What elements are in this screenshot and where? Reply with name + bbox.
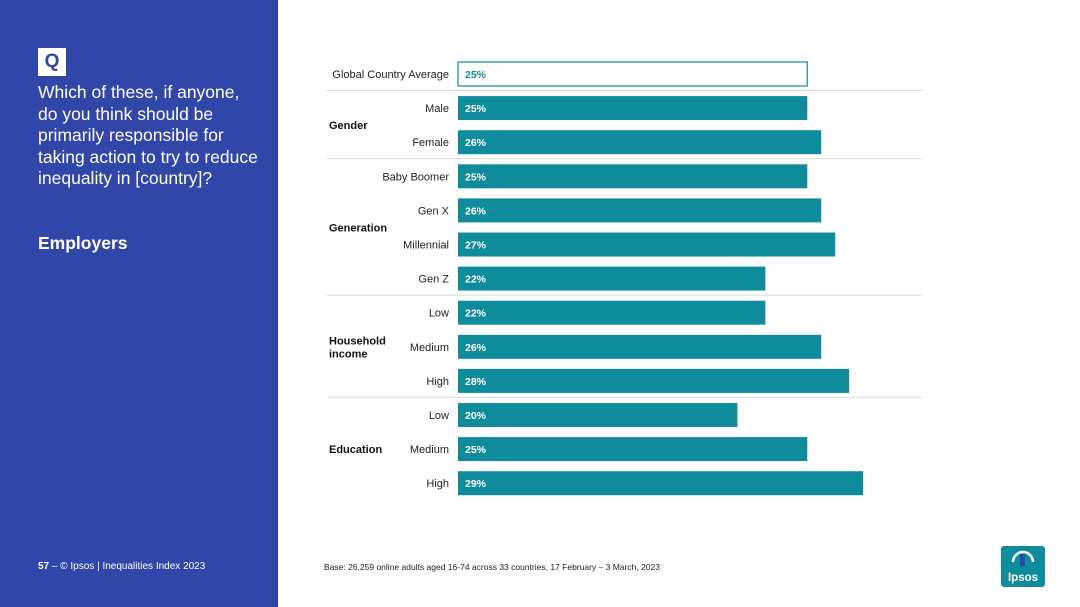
category-label: High: [426, 478, 449, 490]
bar: [458, 368, 850, 393]
ipsos-logo: Ipsos: [1001, 546, 1045, 587]
category-label: Millennial: [403, 240, 449, 252]
data-label: 20%: [465, 410, 487, 422]
data-label: 25%: [465, 103, 487, 115]
category-label: Low: [429, 308, 449, 320]
bar: [458, 300, 766, 325]
bar: [458, 437, 808, 462]
page-number: 57: [38, 561, 50, 572]
data-label: 22%: [465, 308, 487, 320]
bar: [458, 334, 822, 359]
left-panel: Q Which of these, if anyone, do you thin…: [0, 0, 278, 607]
topic-title: Employers: [38, 233, 128, 253]
data-label: 28%: [465, 376, 487, 388]
category-label: Female: [412, 137, 449, 149]
question-text: Which of these, if anyone, do you think …: [38, 82, 258, 189]
group-label: Household income: [329, 335, 386, 360]
category-label: Medium: [410, 444, 449, 456]
bar: [458, 232, 836, 257]
group-label: Generation: [329, 222, 387, 234]
category-label: Global Country Average: [332, 69, 449, 81]
data-label: 25%: [465, 171, 487, 183]
category-label: Baby Boomer: [382, 171, 449, 183]
data-label: 27%: [465, 240, 487, 252]
category-label: Gen X: [418, 205, 450, 217]
logo-mark-icon: [1011, 550, 1035, 566]
group-label: Gender: [329, 120, 368, 132]
group-label: Education: [329, 444, 382, 456]
footer: 57 – © Ipsos | Inequalities Index 2023: [38, 561, 205, 572]
data-label: 22%: [465, 274, 487, 286]
category-label: Male: [425, 103, 449, 115]
category-label: High: [426, 376, 449, 388]
bar: [458, 471, 864, 496]
data-label: 26%: [465, 137, 487, 149]
footer-separator: –: [51, 561, 58, 572]
data-label: 29%: [465, 478, 487, 490]
data-label: 25%: [465, 444, 487, 456]
data-label: 26%: [465, 205, 487, 217]
logo-text: Ipsos: [1007, 572, 1039, 584]
bar: [458, 96, 808, 121]
base-note: Base: 26,259 online adults aged 16-74 ac…: [324, 562, 660, 572]
footer-source: © Ipsos | Inequalities Index 2023: [60, 561, 206, 572]
data-label: 26%: [465, 342, 487, 354]
question-badge: Q: [38, 48, 66, 76]
bar: [458, 403, 738, 427]
category-label: Medium: [410, 342, 449, 354]
data-label: 25%: [465, 69, 487, 81]
category-label: Gen Z: [418, 274, 449, 286]
category-label: Low: [429, 410, 449, 422]
bar: [458, 164, 808, 189]
bar: [458, 198, 822, 223]
bar: [458, 130, 822, 155]
bar: [458, 266, 766, 291]
bar-highlight: [457, 61, 808, 87]
